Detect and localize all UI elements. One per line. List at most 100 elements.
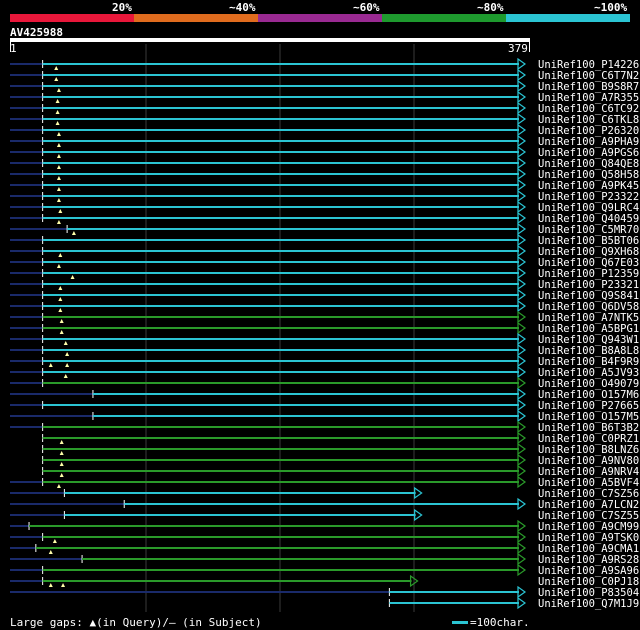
hit-label[interactable]: UniRef100_A9CMA1	[538, 543, 639, 555]
hit-row[interactable]: UniRef100_A7R355	[10, 90, 639, 104]
hit-label[interactable]: UniRef100_C7SZ55	[538, 510, 639, 522]
hit-label[interactable]: UniRef100_B5BT06	[538, 235, 639, 247]
hit-row[interactable]: UniRef100_A9PHA9	[10, 134, 639, 148]
hit-label[interactable]: UniRef100_P23322	[538, 191, 639, 203]
hit-label[interactable]: UniRef100_P12359	[538, 268, 639, 280]
hit-row[interactable]: UniRef100_P23322	[10, 189, 639, 203]
hit-row[interactable]: UniRef100_C6TKL8	[10, 112, 639, 126]
hit-label[interactable]: UniRef100_Q58H58	[538, 169, 639, 181]
hit-label[interactable]: UniRef100_Q6DV58	[538, 301, 639, 313]
hit-label[interactable]: UniRef100_O157M6	[538, 389, 639, 401]
hit-label[interactable]: UniRef100_A7LCN2	[538, 499, 639, 511]
hit-label[interactable]: UniRef100_C6TC92	[538, 103, 639, 115]
hit-row[interactable]: UniRef100_P83504	[10, 585, 639, 599]
hit-label[interactable]: UniRef100_Q9XH68	[538, 246, 639, 258]
hit-row[interactable]: UniRef100_B4F9R9	[10, 354, 639, 368]
hit-label[interactable]: UniRef100_P23321	[538, 279, 639, 291]
hit-label[interactable]: UniRef100_Q9S841	[538, 290, 639, 302]
hit-row[interactable]: UniRef100_P23321	[10, 277, 639, 291]
hit-row[interactable]: UniRef100_A9SA96	[10, 563, 639, 577]
hit-row[interactable]: UniRef100_A5BPG1	[10, 321, 639, 335]
hit-label[interactable]: UniRef100_B8LNZ6	[538, 444, 639, 456]
hit-row[interactable]: UniRef100_P26320	[10, 123, 639, 137]
hit-row[interactable]: UniRef100_O157M6	[10, 387, 639, 401]
hit-row[interactable]: UniRef100_Q7M1J9	[388, 596, 639, 610]
hit-row[interactable]: UniRef100_O157M5	[10, 409, 639, 423]
hit-label[interactable]: UniRef100_A7NTK5	[538, 312, 639, 324]
hit-row[interactable]: UniRef100_B5BT06	[10, 233, 639, 247]
hit-row[interactable]: UniRef100_Q58H58	[10, 167, 639, 181]
hit-row[interactable]: UniRef100_Q943W1	[10, 332, 639, 346]
hit-label[interactable]: UniRef100_Q84QE8	[538, 158, 639, 170]
hit-label[interactable]: UniRef100_A7R355	[538, 92, 639, 104]
hit-row[interactable]: UniRef100_Q9S841	[10, 288, 639, 302]
hit-row[interactable]: UniRef100_C6TC92	[10, 101, 639, 115]
hit-row[interactable]: UniRef100_C0PJ18	[10, 574, 639, 588]
hit-row[interactable]: UniRef100_A9NV80	[42, 453, 640, 467]
hit-label[interactable]: UniRef100_O157M5	[538, 411, 639, 423]
hit-row[interactable]: UniRef100_Q84QE8	[10, 156, 639, 170]
hit-label[interactable]: UniRef100_Q9LRC4	[538, 202, 639, 214]
hit-label[interactable]: UniRef100_A5BVF4	[538, 477, 639, 489]
hit-label[interactable]: UniRef100_A9RS28	[538, 554, 639, 566]
hit-label[interactable]: UniRef100_C6TKL8	[538, 114, 639, 126]
hit-row[interactable]: UniRef100_P14226	[10, 57, 639, 71]
hit-label[interactable]: UniRef100_B9S8R7	[538, 81, 639, 93]
hit-label[interactable]: UniRef100_P27665	[538, 400, 639, 412]
hit-label[interactable]: UniRef100_A5BPG1	[538, 323, 639, 335]
hit-label[interactable]: UniRef100_P26320	[538, 125, 639, 137]
hit-row[interactable]: UniRef100_A5BVF4	[10, 475, 639, 489]
hit-row[interactable]: UniRef100_Q9XH68	[10, 244, 639, 258]
hit-label[interactable]: UniRef100_Q67E03	[538, 257, 639, 269]
hit-row[interactable]: UniRef100_O49079	[10, 376, 639, 390]
hit-label[interactable]: UniRef100_C0PRZ1	[538, 433, 639, 445]
hit-label[interactable]: UniRef100_C0PJ18	[538, 576, 639, 588]
hit-row[interactable]: UniRef100_P12359	[10, 266, 639, 280]
hit-label[interactable]: UniRef100_A9PGS6	[538, 147, 639, 159]
hit-row[interactable]: UniRef100_A5JV93	[10, 365, 639, 379]
hit-label[interactable]: UniRef100_A9NV80	[538, 455, 639, 467]
hit-row[interactable]: UniRef100_A9PGS6	[10, 145, 639, 159]
hit-label[interactable]: UniRef100_P14226	[538, 59, 639, 71]
hit-label[interactable]: UniRef100_A9PHA9	[538, 136, 639, 148]
hit-label[interactable]: UniRef100_A5JV93	[538, 367, 639, 379]
hit-row[interactable]: UniRef100_A9NRV4	[42, 464, 640, 478]
hit-row[interactable]: UniRef100_P27665	[10, 398, 639, 412]
hit-row[interactable]: UniRef100_A9CMA1	[10, 541, 639, 555]
hit-label[interactable]: UniRef100_O49079	[538, 378, 639, 390]
hit-row[interactable]: UniRef100_B9S8R7	[10, 79, 639, 93]
hit-row[interactable]: UniRef100_C0PRZ1	[42, 431, 640, 445]
hit-label[interactable]: UniRef100_Q943W1	[538, 334, 639, 346]
hit-label[interactable]: UniRef100_Q7M1J9	[538, 598, 639, 610]
hit-row[interactable]: UniRef100_A7NTK5	[10, 310, 639, 324]
hit-row[interactable]: UniRef100_C7SZ55	[10, 508, 639, 522]
hit-label[interactable]: UniRef100_B6T3B2	[538, 422, 639, 434]
hit-row[interactable]: UniRef100_A9TSK0	[10, 530, 639, 544]
hit-row[interactable]: UniRef100_A7LCN2	[10, 497, 639, 511]
hit-row[interactable]: UniRef100_A9RS28	[10, 552, 639, 566]
hit-row[interactable]: UniRef100_A9PK45	[10, 178, 639, 192]
hit-label[interactable]: UniRef100_A9NRV4	[538, 466, 639, 478]
hit-row[interactable]: UniRef100_A9CM99	[10, 519, 639, 533]
hit-label[interactable]: UniRef100_B8A8L8	[538, 345, 639, 357]
hit-label[interactable]: UniRef100_C6T7N2	[538, 70, 639, 82]
hit-row[interactable]: UniRef100_B6T3B2	[10, 420, 639, 434]
hit-label[interactable]: UniRef100_A9PK45	[538, 180, 639, 192]
hit-row[interactable]: UniRef100_C7SZ56	[10, 486, 639, 500]
hit-label[interactable]: UniRef100_C7SZ56	[538, 488, 639, 500]
hit-label[interactable]: UniRef100_P83504	[538, 587, 639, 599]
hit-label[interactable]: UniRef100_C5MR70	[538, 224, 639, 236]
hit-label[interactable]: UniRef100_A9CM99	[538, 521, 639, 533]
hit-row[interactable]: UniRef100_B8A8L8	[10, 343, 639, 357]
hit-row[interactable]: UniRef100_C5MR70	[10, 222, 639, 236]
hit-row[interactable]: UniRef100_B8LNZ6	[42, 442, 640, 456]
hit-label[interactable]: UniRef100_A9TSK0	[538, 532, 639, 544]
hit-label[interactable]: UniRef100_B4F9R9	[538, 356, 639, 368]
hit-row[interactable]: UniRef100_C6T7N2	[10, 68, 639, 82]
hit-row[interactable]: UniRef100_Q40459	[10, 211, 639, 225]
hit-row[interactable]: UniRef100_Q9LRC4	[10, 200, 639, 214]
hit-label[interactable]: UniRef100_A9SA96	[538, 565, 639, 577]
hit-row[interactable]: UniRef100_Q67E03	[10, 255, 639, 269]
hit-label[interactable]: UniRef100_Q40459	[538, 213, 639, 225]
hit-row[interactable]: UniRef100_Q6DV58	[10, 299, 639, 313]
